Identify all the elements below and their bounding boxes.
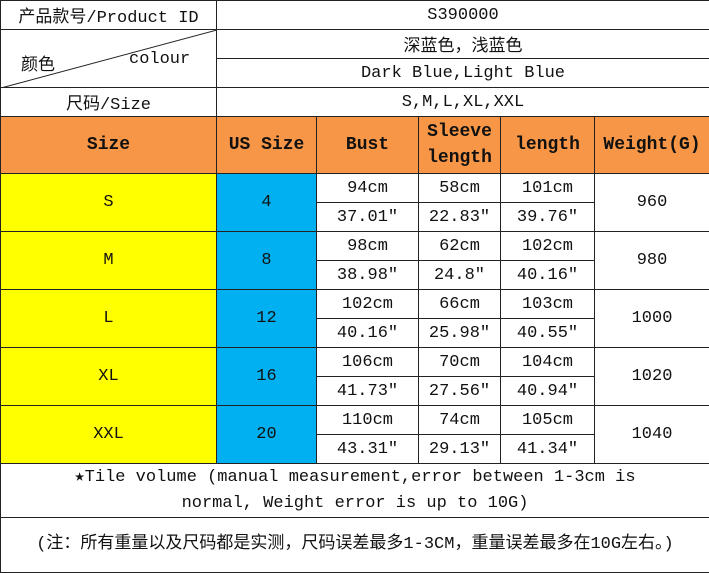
colour-label-en: colour (129, 50, 191, 69)
bust-in-cell: 40.16″ (316, 318, 419, 348)
length-cm-cell: 105cm (500, 405, 595, 435)
table-row: XXL 20 110cm 74cm 105cm 1040 (0, 405, 709, 464)
size-cell: M (0, 231, 217, 290)
header-us-size: US Size (216, 116, 317, 174)
bust-cm-cell: 102cm (316, 289, 419, 319)
weight-cell: 960 (594, 173, 709, 232)
length-in-cell: 40.94″ (500, 376, 595, 406)
us-size-cell: 8 (216, 231, 317, 290)
size-cell: XXL (0, 405, 217, 464)
sleeve-in-cell: 29.13″ (418, 434, 501, 464)
colour-zh-value: 深蓝色，浅蓝色 (216, 29, 709, 59)
sleeve-in-cell: 27.56″ (418, 376, 501, 406)
note-chinese: (注：所有重量以及尺码都是实测，尺码误差最多1-3CM，重量误差最多在10G左右… (0, 517, 709, 573)
sleeve-in-cell: 24.8″ (418, 260, 501, 290)
size-cell: XL (0, 347, 217, 406)
length-cm-cell: 102cm (500, 231, 595, 261)
weight-cell: 1020 (594, 347, 709, 406)
table-row: L 12 102cm 66cm 103cm 1000 (0, 289, 709, 348)
size-label: 尺码/Size (0, 87, 217, 117)
us-size-cell: 20 (216, 405, 317, 464)
table-row: XL 16 106cm 70cm 104cm 1020 (0, 347, 709, 406)
length-cm-cell: 101cm (500, 173, 595, 203)
sleeve-in-cell: 22.83″ (418, 202, 501, 232)
table-row: S 4 94cm 58cm 101cm 960 (0, 173, 709, 232)
sleeve-cm-cell: 66cm (418, 289, 501, 319)
length-cm-cell: 104cm (500, 347, 595, 377)
colour-en-value: Dark Blue,Light Blue (216, 58, 709, 88)
us-size-cell: 4 (216, 173, 317, 232)
weight-cell: 1000 (594, 289, 709, 348)
colour-label-zh: 颜色 (21, 57, 55, 76)
length-in-cell: 41.34″ (500, 434, 595, 464)
bust-in-cell: 38.98″ (316, 260, 419, 290)
header-length: length (500, 116, 595, 174)
bust-cm-cell: 98cm (316, 231, 419, 261)
sizes-value: S,M,L,XL,XXL (216, 87, 709, 117)
us-size-cell: 12 (216, 289, 317, 348)
table-row-inches: 38.98″ 24.8″ 40.16″ (1, 260, 709, 290)
sleeve-cm-cell: 62cm (418, 231, 501, 261)
length-in-cell: 40.16″ (500, 260, 595, 290)
header-size: Size (0, 116, 217, 174)
bust-cm-cell: 94cm (316, 173, 419, 203)
us-size-cell: 16 (216, 347, 317, 406)
bust-in-cell: 41.73″ (316, 376, 419, 406)
weight-cell: 1040 (594, 405, 709, 464)
header-weight: Weight(G) (594, 116, 709, 174)
colour-label: 颜色 colour (0, 29, 217, 88)
note-english: ★Tile volume (manual measurement,error b… (0, 463, 709, 518)
table-row-inches: 43.31″ 29.13″ 41.34″ (1, 434, 709, 464)
table-row-inches: 41.73″ 27.56″ 40.94″ (1, 376, 709, 406)
product-id-label: 产品款号/Product ID (0, 0, 217, 30)
size-cell: L (0, 289, 217, 348)
product-id-value: S390000 (216, 0, 709, 30)
bust-cm-cell: 110cm (316, 405, 419, 435)
length-in-cell: 40.55″ (500, 318, 595, 348)
sleeve-cm-cell: 70cm (418, 347, 501, 377)
bust-in-cell: 37.01″ (316, 202, 419, 232)
sleeve-cm-cell: 58cm (418, 173, 501, 203)
bust-cm-cell: 106cm (316, 347, 419, 377)
sleeve-cm-cell: 74cm (418, 405, 501, 435)
bust-in-cell: 43.31″ (316, 434, 419, 464)
length-cm-cell: 103cm (500, 289, 595, 319)
header-bust: Bust (316, 116, 419, 174)
table-row: M 8 98cm 62cm 102cm 980 (0, 231, 709, 290)
length-in-cell: 39.76″ (500, 202, 595, 232)
diagonal-divider (4, 30, 216, 87)
sleeve-in-cell: 25.98″ (418, 318, 501, 348)
size-cell: S (0, 173, 217, 232)
header-sleeve-length: Sleeve length (418, 116, 501, 174)
weight-cell: 980 (594, 231, 709, 290)
